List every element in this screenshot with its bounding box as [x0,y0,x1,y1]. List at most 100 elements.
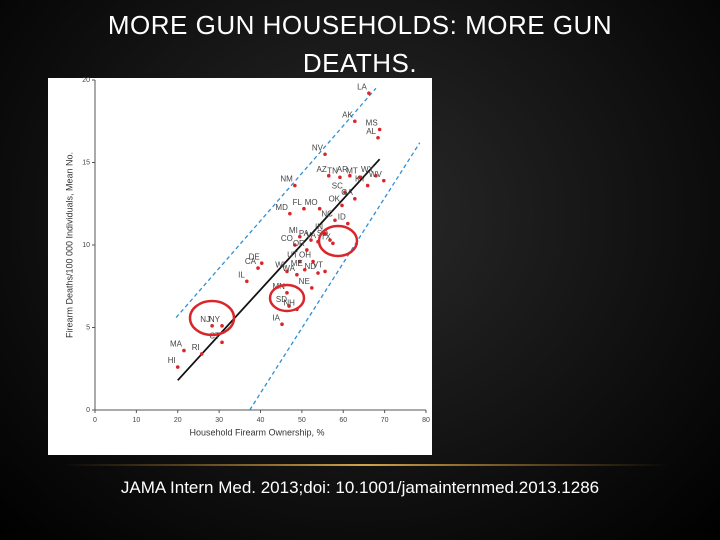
point [175,365,180,369]
point [295,272,299,277]
point-label: TX [321,232,332,241]
point-label: IA [272,313,280,322]
regression-line [177,158,381,381]
point [323,152,327,157]
point-label: AL [366,127,376,136]
point [309,238,313,242]
point-label: RI [192,343,200,352]
point [199,352,204,356]
point [287,304,291,308]
point [285,269,289,274]
point-label: AK [342,110,353,119]
point [293,243,297,247]
point-label: GA [341,188,353,197]
point-label: NC [321,209,333,218]
point-label: AZ [317,165,327,174]
point [358,175,362,180]
point [317,206,322,211]
point [374,173,378,178]
point-label: WY [361,165,375,174]
interval-line [175,87,377,319]
x-tick-label: 10 [132,417,140,424]
y-tick-label: 10 [82,242,90,249]
point-label: OK [328,195,340,204]
point-label: TN [327,166,338,175]
point [348,173,352,178]
point [220,324,224,328]
point-label: ID [338,213,346,222]
point [365,183,370,188]
slide-title: MORE GUN HOUSEHOLDS: MORE GUN DEATHS. [107,10,613,78]
point [285,291,289,295]
point-label: WV [369,170,383,179]
point [343,190,347,194]
point [245,279,249,284]
point [376,135,380,140]
x-tick-label: 20 [174,417,182,424]
point [346,221,350,226]
point-label: KY [355,175,366,184]
point-label: OR [293,239,305,248]
x-tick-label: 40 [257,417,265,424]
point [333,218,337,223]
x-tick-label: 30 [215,417,223,424]
highlight-circle [317,224,359,258]
point-label: WA [282,264,295,273]
point-label: VA [306,231,317,240]
point-label: ND [304,262,316,271]
highlight-circles [188,224,359,337]
point-label: SC [332,181,343,190]
point-label: MT [346,166,358,175]
point [259,261,264,265]
x-tick-label: 60 [339,417,347,424]
point [256,266,260,270]
point-label: NY [209,315,221,324]
point [323,269,327,274]
x-axis-label: Household Firearm Ownership, % [189,427,324,437]
x-tick-label: 80 [422,417,430,424]
point [288,211,292,216]
y-axis-label: Firearm Deaths/100 000 Individuals, Mean… [64,152,74,338]
point [310,286,314,290]
y-tick-label: 0 [86,407,90,414]
highlight-circle [268,283,306,313]
point-label: AR [337,165,348,174]
point-label: MO [305,198,318,207]
point-label: HI [168,356,176,365]
divider [60,464,670,466]
interval-line [249,142,421,411]
point [298,234,302,239]
point-label: DE [249,252,260,261]
point-label: NV [312,143,324,152]
point-label: MS [366,119,378,128]
point [367,91,371,95]
point-label: CA [245,257,257,266]
point [220,340,224,345]
point-label: MI [289,226,298,235]
point [298,259,302,264]
point-label: NE [299,277,310,286]
point [377,127,382,132]
y-tick-label: 15 [82,159,90,166]
point-label: FL [293,198,303,207]
point-label: LA [357,82,367,91]
point-label: CO [281,234,293,243]
point-label: MD [275,203,288,212]
point-label: WI [275,261,285,270]
highlight-circle [188,299,236,337]
point [302,206,306,211]
point-label: MA [170,340,183,349]
point [210,324,214,328]
point [323,231,327,236]
point-label: VT [313,261,323,270]
point [182,348,186,353]
point [302,267,307,272]
point-label: UT [287,251,298,260]
point [280,322,284,327]
point [328,238,332,242]
point [326,173,331,178]
point-label: ME [291,259,303,268]
point [353,119,357,124]
